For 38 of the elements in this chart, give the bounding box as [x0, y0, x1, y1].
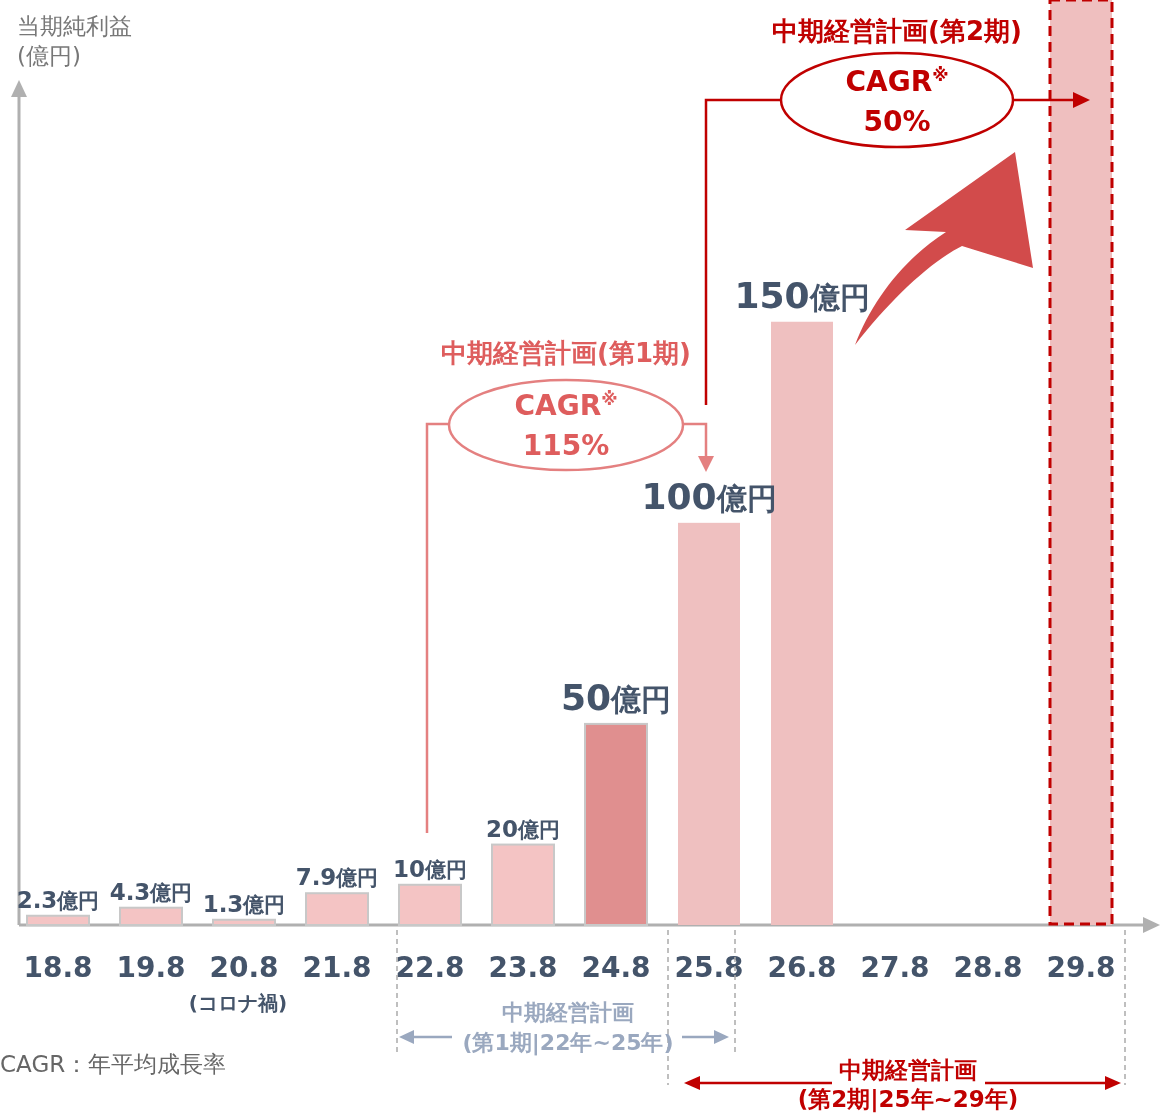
data-label: 50億円 [560, 676, 672, 718]
bar [305, 892, 369, 926]
bar [678, 522, 740, 925]
x-tick-label: 26.8 [767, 951, 837, 984]
annotation: 中期経営計画(第2期) [772, 16, 1022, 46]
x-tick-label: 25.8 [674, 951, 744, 984]
x-tick-label: 24.8 [581, 951, 651, 984]
y-axis-title: 当期純利益 (億円) [17, 13, 132, 69]
x-tick-label: 27.8 [860, 951, 930, 984]
x-tick-label: 21.8 [302, 951, 372, 984]
data-label: 20億円 [485, 815, 561, 842]
bar [398, 883, 462, 926]
bar [119, 906, 183, 926]
x-tick-label: 20.8 [209, 951, 279, 984]
x-tick-label: 23.8 [488, 951, 558, 984]
bar [212, 918, 276, 926]
data-label: 150億円 [734, 274, 870, 316]
data-label: 4.3億円 [109, 878, 193, 905]
annotation: CAGR$^{※}$ 115% [514, 389, 618, 462]
bar [26, 914, 90, 926]
text: CAGR：年平均成長率 [0, 1051, 227, 1077]
bar [584, 722, 648, 926]
data-label: 2.3億円 [16, 886, 100, 913]
x-tick-label: 29.8 [1046, 951, 1116, 984]
data-label: 100億円 [641, 475, 777, 517]
x-tick-label: 22.8 [395, 951, 465, 984]
x-tick-label: 18.8 [23, 951, 93, 984]
data-label: 1.3億円 [202, 890, 286, 917]
annotation: CAGR$^{※}$ 50% [845, 65, 949, 138]
data-label: 7.9億円 [295, 864, 379, 891]
data-label: 10億円 [392, 855, 468, 882]
annotation: 中期経営計画(第1期) [441, 338, 691, 368]
bar [491, 843, 555, 926]
text: 中期経営計画 (第1期|22年~25年) [462, 1000, 674, 1056]
x-tick-label: 28.8 [953, 951, 1023, 984]
text: (コロナ禍) [188, 991, 288, 1015]
x-tick-label: 19.8 [116, 951, 186, 984]
text: 中期経営計画 (第2期|25年~29年) [797, 1057, 1019, 1113]
